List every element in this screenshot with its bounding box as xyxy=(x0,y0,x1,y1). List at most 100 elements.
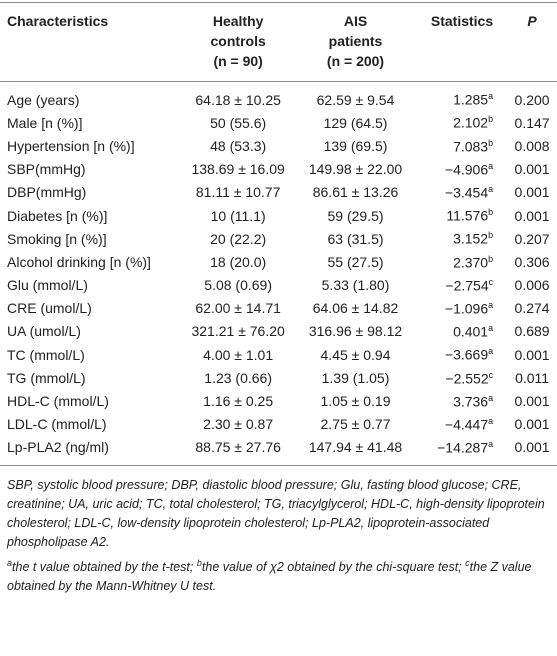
cell-superscript: b xyxy=(488,230,494,241)
table-cell: 2.30 ± 0.87 xyxy=(203,416,274,433)
table-cell: 0.008 xyxy=(514,137,550,154)
note-text: the t value obtained by the t-test; xyxy=(12,560,194,575)
header-text: Characteristics xyxy=(7,13,109,29)
note-marker: a xyxy=(7,558,13,568)
table-row: Alcohol drinking [n (%)] 18 (20.0) 55 (27.… xyxy=(0,250,557,273)
table-cell: Diabetes [n (%)] xyxy=(7,207,108,224)
footnotes: SBP, systolic blood pressure; DBP, diast… xyxy=(0,466,557,596)
table-cell: 0.001 xyxy=(507,435,557,466)
table-row: Male [n (%)] 50 (55.6) 129 (64.5) 2.102b 0.1… xyxy=(0,111,557,134)
table-cell: DBP(mmHg) xyxy=(7,184,87,201)
table-cell: 138.69 ± 16.09 xyxy=(191,161,285,178)
table-cell: 1.23 (0.66) xyxy=(204,369,272,386)
table-cell: LDL-C (mmol/L) xyxy=(7,416,107,433)
header-text: AIS patients xyxy=(328,13,383,49)
table-cell: 59 (29.5) xyxy=(327,207,384,224)
table-cell: 0.001 xyxy=(514,207,550,224)
abbreviations: SBP, systolic blood pressure; DBP, diast… xyxy=(7,478,545,549)
table-cell: 0.401a xyxy=(414,320,507,343)
cell-superscript: a xyxy=(488,439,494,450)
table-cell: 3.152b xyxy=(414,227,507,250)
table-cell: 0.011 xyxy=(515,369,550,386)
cell-value: −1.096 xyxy=(444,300,489,317)
table-cell: 62.00 ± 14.71 xyxy=(195,300,281,317)
cell-value: −4.447 xyxy=(444,416,489,433)
table-cell: 2.102b xyxy=(414,111,507,134)
header-subtext: (n = 200) xyxy=(326,53,385,69)
header-cell: Statistics xyxy=(414,2,508,82)
table-row: Lp-PLA2 (ng/ml) 88.75 ± 27.76 147.94 ± 41.… xyxy=(0,435,557,466)
table-header: Characteristics Healthy controls (n = 90) A… xyxy=(0,2,557,82)
table-cell: 129 (64.5) xyxy=(323,114,388,131)
table-cell: −3.454a xyxy=(414,181,507,204)
data-table: Characteristics Healthy controls (n = 90) A… xyxy=(0,2,557,466)
table-row: Age (years) 64.18 ± 10.25 62.59 ± 9.54 1.28… xyxy=(0,82,557,112)
cell-superscript: a xyxy=(488,184,494,195)
header-cell: P xyxy=(507,2,557,82)
table-cell: 10 (11.1) xyxy=(210,207,266,224)
table-cell: Male [n (%)] xyxy=(7,114,83,131)
table-cell: TC (mmol/L) xyxy=(7,346,85,363)
cell-superscript: a xyxy=(488,91,494,102)
cell-value: −14.287 xyxy=(437,439,489,456)
header-text: Statistics xyxy=(430,13,494,29)
table-cell: HDL-C (mmol/L) xyxy=(7,393,109,410)
header-cell: Characteristics xyxy=(0,2,180,82)
table-cell: 321.21 ± 76.20 xyxy=(191,323,285,340)
table-cell: 55 (27.5) xyxy=(327,253,384,270)
table-cell: 0.274 xyxy=(514,300,550,317)
table-cell: 1.16 ± 0.25 xyxy=(203,393,274,410)
table-row: CRE (umol/L) 62.00 ± 14.71 64.06 ± 14.82 −1… xyxy=(0,297,557,320)
note-text: the value of χ2 obtained by the chi-squa… xyxy=(201,560,462,575)
table-cell: 149.98 ± 22.00 xyxy=(308,161,403,178)
table-cell: 64.06 ± 14.82 xyxy=(312,300,399,317)
cell-value: −3.669 xyxy=(444,346,489,363)
table-cell: 1.39 (1.05) xyxy=(321,369,390,386)
cell-value: 2.370 xyxy=(453,254,489,271)
cell-superscript: a xyxy=(488,299,494,310)
cell-superscript: b xyxy=(488,207,494,218)
table-cell: Hypertension [n (%)] xyxy=(7,137,135,154)
cell-superscript: b xyxy=(488,114,494,125)
table-cell: UA (umol/L) xyxy=(7,323,81,340)
header-cell: Healthy controls (n = 90) xyxy=(179,2,297,82)
table-row: TC (mmol/L) 4.00 ± 1.01 4.45 ± 0.94 −3.669a… xyxy=(0,343,557,366)
table-cell: −1.096a xyxy=(414,297,507,320)
table-cell: −4.447a xyxy=(414,413,507,436)
table-cell: 0.001 xyxy=(514,184,550,201)
table-row: HDL-C (mmol/L) 1.16 ± 0.25 1.05 ± 0.19 3.73… xyxy=(0,389,557,412)
notes: athe t value obtained by the t-test; bth… xyxy=(7,554,550,596)
table-body: Age (years) 64.18 ± 10.25 62.59 ± 9.54 1.28… xyxy=(0,82,557,466)
table-cell: CRE (umol/L) xyxy=(7,300,92,317)
table-cell: 4.00 ± 1.01 xyxy=(203,346,274,363)
table-cell: 316.96 ± 98.12 xyxy=(308,323,403,340)
table-cell: 81.11 ± 10.77 xyxy=(195,184,281,201)
table-cell: 2.75 ± 0.77 xyxy=(320,416,391,433)
table-cell: Alcohol drinking [n (%)] xyxy=(7,253,151,270)
cell-value: −2.552 xyxy=(445,370,489,387)
table-cell: 0.207 xyxy=(514,230,550,247)
table-cell: 20 (22.2) xyxy=(210,230,267,247)
note-text: the Z value obtained by the Mann-Whitney… xyxy=(7,560,532,594)
table-cell: Age (years) xyxy=(7,91,80,108)
table-cell: 0.001 xyxy=(514,393,550,410)
table-cell: 2.370b xyxy=(414,250,507,273)
cell-superscript: a xyxy=(488,392,494,403)
table-cell: 48 (53.3) xyxy=(210,137,267,154)
table-cell: 1.05 ± 0.19 xyxy=(320,393,391,410)
table-row: TG (mmol/L) 1.23 (0.66) 1.39 (1.05) −2.552c… xyxy=(0,366,557,389)
table-cell: 139 (69.5) xyxy=(323,137,388,154)
cell-value: 3.152 xyxy=(453,231,489,248)
table-row: Hypertension [n (%)] 48 (53.3) 139 (69.5) 7… xyxy=(0,134,557,157)
cell-value: −4.906 xyxy=(444,161,489,178)
note-marker: b xyxy=(196,558,202,568)
table-cell: 4.45 ± 0.94 xyxy=(320,346,391,363)
table-cell: 3.736a xyxy=(414,389,507,412)
header-subtext: (n = 90) xyxy=(213,53,263,69)
table-cell: 62.59 ± 9.54 xyxy=(316,91,395,108)
table-cell: 0.147 xyxy=(514,114,550,131)
cell-value: 1.285 xyxy=(453,91,489,108)
header-text: Healthy controls xyxy=(210,13,266,49)
table-cell: 86.61 ± 13.26 xyxy=(312,184,399,201)
